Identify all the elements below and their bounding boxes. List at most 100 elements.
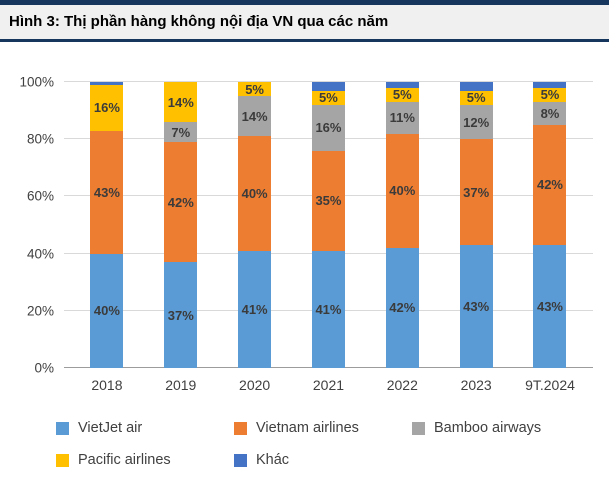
legend-item: Pacific airlines xyxy=(56,452,234,468)
bar-segment xyxy=(385,82,419,88)
bar-segment: 5% xyxy=(238,81,272,97)
legend-marker xyxy=(56,453,69,467)
segment-label: 43% xyxy=(463,299,490,315)
segment-label: 40% xyxy=(389,183,416,199)
figure: Hình 3: Thị phần hàng không nội địa VN q… xyxy=(0,0,609,484)
bar-segment: 14% xyxy=(238,96,272,137)
x-tick-label: 2020 xyxy=(239,377,271,393)
bar-segment: 42% xyxy=(385,247,419,368)
x-tick-label: 2021 xyxy=(312,377,345,393)
bar-segment: 5% xyxy=(311,90,345,106)
segment-label: 16% xyxy=(93,100,120,116)
segment-label: 41% xyxy=(241,301,268,317)
segment-label: 5% xyxy=(466,90,486,106)
bar-column: 37% 42% 7% 14% 2019 xyxy=(164,82,198,393)
bar-column: 41% 35% 16% 5% 2021 xyxy=(311,82,345,393)
bar-segment: 42% xyxy=(533,124,567,246)
y-tick-label: 100% xyxy=(19,74,54,90)
bar-segment: 40% xyxy=(90,253,124,368)
legend-item: Bamboo airways xyxy=(412,420,590,436)
bar-segment: 40% xyxy=(385,133,419,248)
segment-label: 42% xyxy=(536,177,563,193)
bar-segment xyxy=(533,82,567,88)
legend-label: Khác xyxy=(256,452,290,468)
bar-segment xyxy=(459,82,493,91)
x-tick-label: 2018 xyxy=(91,377,123,393)
bar-segment: 43% xyxy=(459,245,493,368)
bar-segment: 16% xyxy=(311,104,345,151)
bar-column: 40% 43% 16% 2018 xyxy=(90,82,124,393)
legend-marker xyxy=(234,453,247,467)
legend-item: Vietnam airlines xyxy=(234,420,412,436)
segment-label: 37% xyxy=(167,307,194,323)
segment-label: 40% xyxy=(241,186,268,202)
segment-label: 8% xyxy=(540,105,560,121)
bar-segment xyxy=(90,82,124,85)
bar-segment: 5% xyxy=(533,87,567,103)
segment-label: 5% xyxy=(319,90,338,106)
y-tick-label: 80% xyxy=(26,131,54,147)
bar-column: 41% 40% 14% 5% 2020 xyxy=(238,81,272,393)
legend-label: Bamboo airways xyxy=(434,420,542,436)
bar-segment: 37% xyxy=(459,139,493,246)
y-tick-label: 0% xyxy=(34,360,54,376)
segment-label: 12% xyxy=(463,114,490,130)
segment-label: 5% xyxy=(245,81,264,97)
bar-segment: 11% xyxy=(385,102,419,134)
legend-marker xyxy=(56,421,69,435)
segment-label: 40% xyxy=(93,303,120,319)
bar-segment: 40% xyxy=(238,136,272,251)
header-bar: Hình 3: Thị phần hàng không nội địa VN q… xyxy=(0,0,609,42)
y-tick-label: 60% xyxy=(26,188,54,204)
chart: 0% 20% 40% 60% 80% 100% 40% 43% 16% 2018 37% 42% 7% 1… xyxy=(19,75,593,393)
bar-segment: 42% xyxy=(164,142,198,263)
bar-segment: 16% xyxy=(90,84,124,131)
segment-label: 35% xyxy=(315,193,342,209)
bar-segment: 35% xyxy=(311,150,345,251)
segment-label: 7% xyxy=(171,124,191,140)
bar-segment: 12% xyxy=(459,104,493,140)
legend-item: Khác xyxy=(234,452,412,468)
y-tick-label: 20% xyxy=(26,303,54,319)
bar-segment xyxy=(311,82,345,91)
bar-segment: 43% xyxy=(90,130,124,254)
bar-segment: 5% xyxy=(385,87,419,103)
segment-label: 11% xyxy=(389,110,415,126)
bars: 40% 43% 16% 2018 37% 42% 7% 14% 2019 41% 40% 14% 5% 2… xyxy=(64,81,593,393)
legend-marker xyxy=(234,421,247,435)
grid-line xyxy=(64,81,593,82)
bar-segment: 14% xyxy=(164,82,198,123)
segment-label: 42% xyxy=(389,300,416,316)
segment-label: 14% xyxy=(241,108,268,124)
segment-label: 14% xyxy=(167,94,194,110)
bar-column: 42% 40% 11% 5% 2022 xyxy=(385,82,419,393)
bar-segment: 7% xyxy=(164,122,198,143)
x-tick-label: 9T.2024 xyxy=(525,377,575,393)
plot-area: 0% 20% 40% 60% 80% 100% 40% 43% 16% 2018 37% 42% 7% 1… xyxy=(19,75,593,393)
bar-segment: 41% xyxy=(311,250,345,368)
legend: VietJet air Vietnam airlines Bamboo airway… xyxy=(56,420,601,484)
legend-label: Pacific airlines xyxy=(78,452,171,468)
segment-label: 43% xyxy=(93,184,120,200)
segment-label: 5% xyxy=(392,87,412,103)
x-tick-label: 2023 xyxy=(460,377,492,393)
bar-column: 43% 37% 12% 5% 2023 xyxy=(459,82,493,393)
bar-segment: 43% xyxy=(533,245,567,368)
legend-label: Vietnam airlines xyxy=(256,420,359,436)
segment-label: 42% xyxy=(167,194,194,210)
chart-title: Hình 3: Thị phần hàng không nội địa VN q… xyxy=(9,13,389,30)
bar-segment: 41% xyxy=(238,250,272,368)
legend-marker xyxy=(412,421,425,435)
legend-label: VietJet air xyxy=(78,420,143,436)
bar-column: 43% 42% 8% 5% 9T.2024 xyxy=(525,82,575,393)
segment-label: 43% xyxy=(536,299,563,315)
x-tick-label: 2022 xyxy=(386,377,418,393)
legend-item: VietJet air xyxy=(56,420,234,436)
segment-label: 5% xyxy=(540,87,560,103)
segment-label: 41% xyxy=(315,301,342,317)
x-tick-label: 2019 xyxy=(165,377,197,393)
bar-segment: 8% xyxy=(533,102,567,125)
segment-label: 37% xyxy=(463,184,490,200)
y-tick-label: 40% xyxy=(26,246,54,262)
bar-segment: 37% xyxy=(164,262,198,368)
